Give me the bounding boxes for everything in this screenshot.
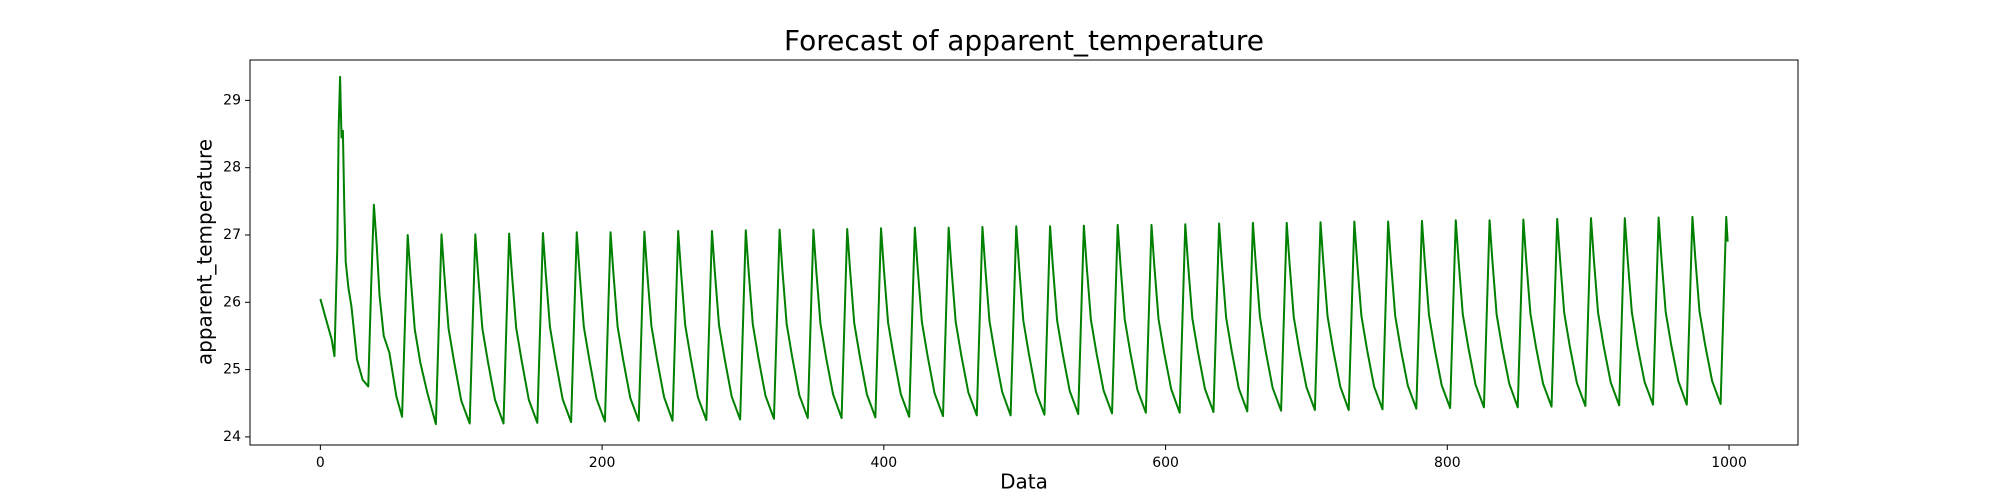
data-line <box>319 75 1729 426</box>
y-tick-label: 25 <box>223 362 241 378</box>
x-tick-label: 600 <box>1152 455 1179 471</box>
x-tick-label: 0 <box>316 455 325 471</box>
y-tick-label: 27 <box>223 227 241 243</box>
y-tick-label: 28 <box>223 160 241 176</box>
y-tick-label: 24 <box>223 429 241 445</box>
y-tick-label: 29 <box>223 92 241 108</box>
y-axis-label: apparent_temperature <box>193 139 217 365</box>
x-tick-label: 200 <box>589 455 616 471</box>
chart-title: Forecast of apparent_temperature <box>784 24 1264 57</box>
plot-frame <box>249 59 1799 446</box>
x-tick-label: 800 <box>1434 455 1461 471</box>
x-tick-label: 400 <box>870 455 897 471</box>
y-tick-label: 26 <box>223 294 241 310</box>
x-axis-label: Data <box>1000 470 1048 494</box>
x-tick-label: 1000 <box>1711 455 1747 471</box>
